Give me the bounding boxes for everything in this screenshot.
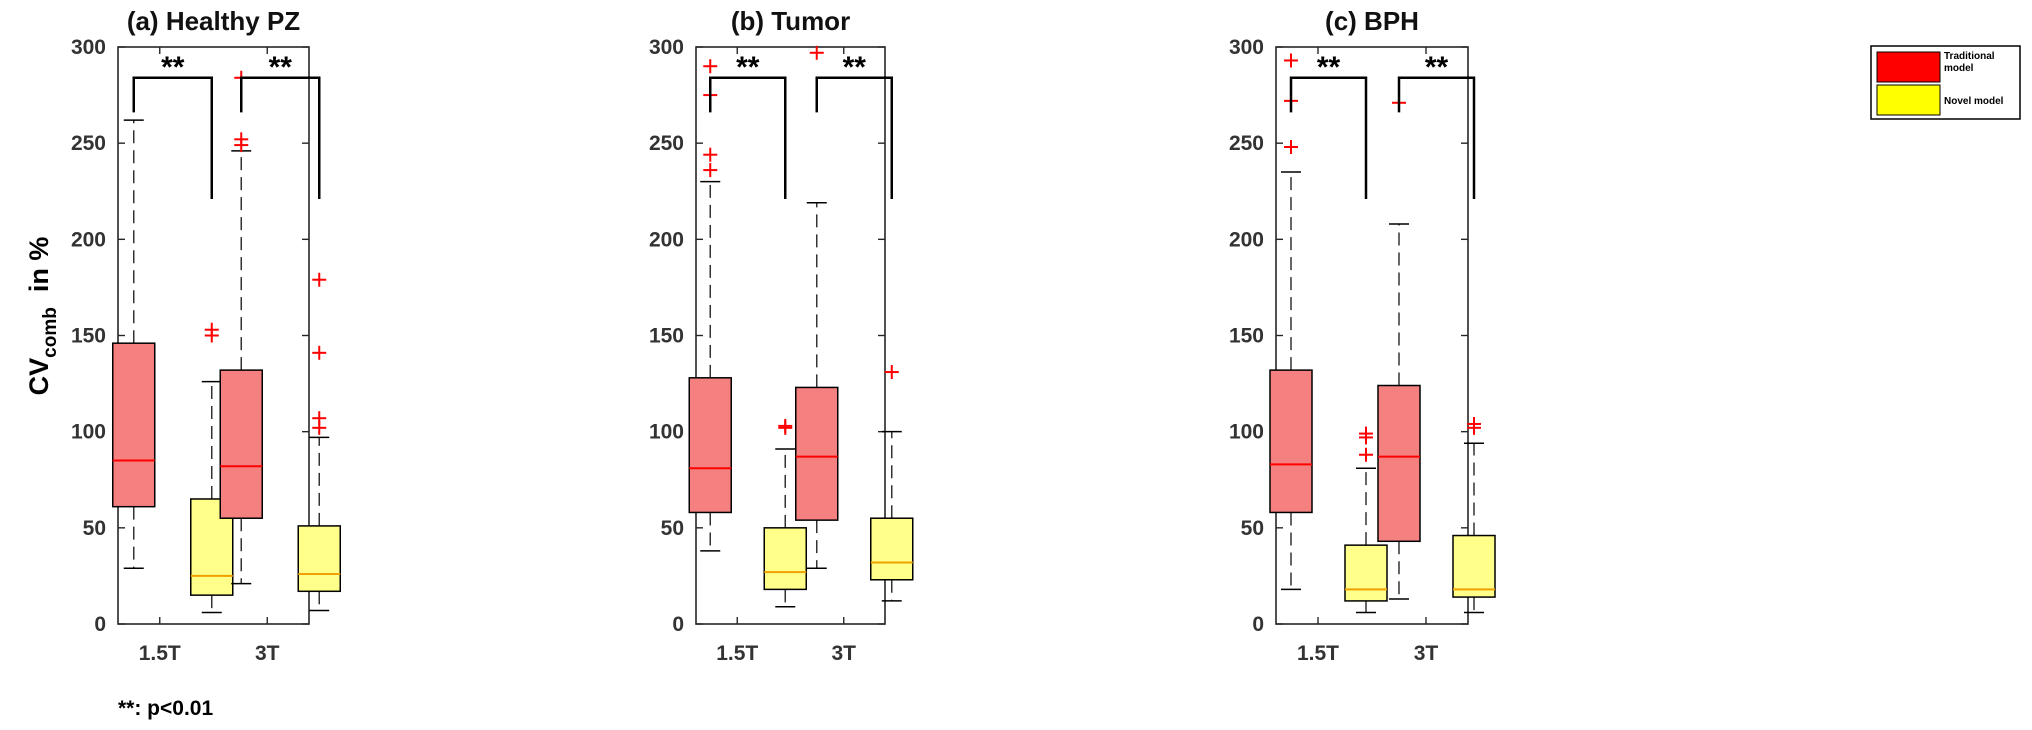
y-tick-label: 50: [83, 517, 106, 540]
x-tick-label: 1.5T: [716, 642, 758, 665]
panel-title: (c) BPH: [1325, 6, 1419, 36]
outlier-point: [1467, 416, 1481, 431]
box-traditional-3T: [1377, 95, 1421, 600]
box-novel-3T: [1452, 416, 1496, 614]
x-tick-label: 3T: [255, 642, 280, 665]
significance-label: **: [161, 51, 185, 84]
y-axis-label: CVcomb in %: [24, 237, 61, 396]
x-tick-label: 3T: [1414, 642, 1439, 665]
y-tick-label: 0: [94, 613, 106, 636]
panel-2: 0 50 100 150 200 250 300 1.5T 3T (b) Tumor ** **: [649, 6, 914, 665]
box-novel-1.5T: [1344, 426, 1388, 614]
y-tick-label: 250: [71, 132, 106, 155]
outlier-point: [1284, 53, 1298, 68]
box-body: [688, 377, 732, 514]
y-tick-label: 50: [1241, 517, 1264, 540]
y-tick-label: 300: [71, 36, 106, 59]
y-tick-label: 150: [649, 325, 684, 348]
plot-frame: [1275, 46, 1469, 625]
significance-bracket: [1397, 76, 1476, 199]
outlier-point: [1284, 140, 1298, 155]
x-tick-label: 1.5T: [139, 642, 181, 665]
significance-label: **: [1317, 51, 1341, 84]
box-novel-3T: [297, 272, 341, 612]
outlier-point: [703, 163, 718, 178]
box-body: [763, 527, 807, 591]
y-axis-label-rest: in %: [24, 237, 54, 308]
footnote-significance: **: p<0.01: [118, 697, 214, 720]
panel-1: 0 50 100 150 200 250 300 1.5T 3T (a) Healthy PZ **…: [71, 6, 341, 665]
panel-title: (b) Tumor: [731, 6, 850, 36]
legend-label-novel: Novel model: [1944, 96, 2004, 107]
y-tick-label: 200: [71, 228, 106, 251]
y-axis-label-main: CV: [24, 358, 54, 396]
significance-bracket: [240, 76, 321, 199]
outlier-point: [312, 411, 327, 426]
x-tick-label: 3T: [831, 642, 856, 665]
legend-swatch-novel: [1876, 84, 1941, 116]
outlier-point: [1359, 447, 1373, 462]
legend: Traditional model Novel model: [1870, 45, 2021, 120]
significance-label: **: [843, 51, 867, 84]
box-body: [870, 517, 914, 581]
box-traditional-1.5T: [688, 59, 732, 552]
outlier-point: [204, 322, 219, 337]
y-tick-label: 200: [649, 228, 684, 251]
significance-bracket: [709, 76, 787, 199]
legend-label-traditional-wrap: Traditional model: [1944, 51, 1995, 74]
outlier-point: [703, 59, 718, 74]
y-tick-label: 0: [1252, 613, 1264, 636]
outlier-point: [312, 272, 327, 287]
box-novel-3T: [870, 365, 914, 602]
outlier-point: [884, 365, 899, 380]
significance-bracket: [132, 76, 213, 199]
significance-label: **: [269, 51, 293, 84]
box-body: [297, 525, 341, 593]
outlier-point: [809, 45, 824, 60]
y-tick-label: 50: [661, 517, 684, 540]
legend-label-traditional: Traditional model: [1944, 51, 1995, 74]
outlier-point: [234, 132, 249, 147]
y-tick-label: 250: [1229, 132, 1264, 155]
y-tick-label: 0: [672, 613, 684, 636]
significance-label: **: [736, 51, 760, 84]
significance-label: **: [1425, 51, 1449, 84]
box-traditional-1.5T: [112, 119, 156, 569]
outlier-point: [778, 418, 793, 433]
y-tick-label: 100: [71, 421, 106, 444]
y-tick-label: 250: [649, 132, 684, 155]
box-novel-1.5T: [763, 418, 807, 608]
legend-swatch-traditional: [1876, 51, 1941, 83]
panels: 0 50 100 150 200 250 300 1.5T 3T (a) Healthy PZ **…: [71, 6, 1496, 665]
outlier-point: [312, 345, 327, 360]
y-tick-label: 100: [1229, 421, 1264, 444]
y-tick-label: 100: [649, 421, 684, 444]
box-body: [795, 386, 839, 521]
y-tick-label: 300: [649, 36, 684, 59]
box-body: [1344, 544, 1388, 602]
box-body: [1377, 384, 1421, 543]
significance-bracket: [1289, 76, 1368, 199]
outlier-point: [1359, 426, 1373, 441]
y-tick-label: 150: [1229, 325, 1264, 348]
y-tick-label: 200: [1229, 228, 1264, 251]
panel-title: (a) Healthy PZ: [127, 6, 300, 36]
box-body: [219, 369, 263, 519]
significance-bracket: [815, 76, 893, 199]
box-traditional-3T: [795, 45, 839, 569]
y-tick-label: 150: [71, 325, 106, 348]
y-axis-label-subscript: comb: [40, 307, 61, 358]
box-traditional-3T: [219, 70, 263, 585]
outlier-point: [703, 147, 718, 162]
box-body: [112, 342, 156, 508]
box-body: [1452, 534, 1496, 598]
x-tick-label: 1.5T: [1297, 642, 1339, 665]
box-body: [1269, 369, 1313, 514]
y-tick-label: 300: [1229, 36, 1264, 59]
